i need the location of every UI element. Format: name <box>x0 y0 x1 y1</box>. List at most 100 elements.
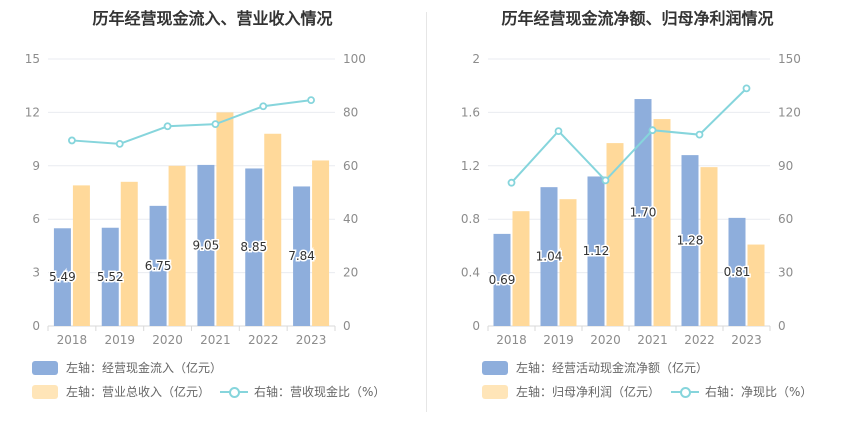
chart-plot: 0 3 6 9 12 15 0 20 40 60 80 100 2018 5.49 2019 5.52 2020… <box>25 52 366 347</box>
y-left-tick-label: 1.6 <box>461 105 480 119</box>
bar-series-2 <box>606 143 624 326</box>
bar-series-1 <box>197 164 215 326</box>
y-right-tick-label: 30 <box>778 266 793 280</box>
y-right-tick-label: 40 <box>343 212 358 226</box>
legend-line-icon <box>671 385 699 399</box>
bar-series-2 <box>264 133 282 326</box>
bar-series-1 <box>293 186 311 326</box>
data-label: 5.49 <box>49 270 76 284</box>
legend-swatch <box>32 360 58 375</box>
line-point <box>601 176 610 185</box>
y-left-tick-label: 9 <box>32 159 40 173</box>
bar-series-1 <box>149 205 167 326</box>
legend-swatch <box>482 360 508 375</box>
line-point <box>307 96 315 105</box>
x-tick-label: 2021 <box>200 333 231 347</box>
data-label: 1.12 <box>583 244 610 258</box>
line-point <box>211 120 220 129</box>
x-tick-label: 2018 <box>57 333 88 347</box>
bar-series-2 <box>512 211 530 326</box>
bar-series-1 <box>634 99 652 326</box>
bar-series-2 <box>653 119 671 326</box>
bar-series-1 <box>493 233 511 326</box>
chart-title: 历年经营现金流净额、归母净利润情况 <box>501 9 774 28</box>
legend-swatch <box>482 384 508 399</box>
y-left-tick-label: 2 <box>472 52 480 66</box>
line-point <box>68 136 76 145</box>
line-point <box>554 127 563 135</box>
legend-item[interactable]: 左轴：经营现金流入（亿元） <box>32 359 222 376</box>
line-point <box>163 122 172 131</box>
line-point <box>507 178 516 187</box>
panel-divider <box>426 12 427 412</box>
y-right-tick-label: 120 <box>778 105 801 119</box>
line-series <box>510 87 748 184</box>
legend-item[interactable]: 左轴：经营活动现金流净额（亿元） <box>482 359 708 376</box>
y-left-tick-label: 0 <box>472 319 480 333</box>
bar-series-2 <box>120 181 138 326</box>
data-label: 1.04 <box>536 250 563 264</box>
bar-series-2 <box>559 199 577 326</box>
legend-label: 右轴：营收现金比（%） <box>254 385 386 399</box>
x-tick-label: 2022 <box>684 333 715 347</box>
bar-series-2 <box>168 165 186 326</box>
bar-series-1 <box>728 217 746 326</box>
bar-series-2 <box>747 244 765 326</box>
bar-series-2 <box>700 167 718 326</box>
bar-series-1 <box>587 176 605 326</box>
x-tick-label: 2022 <box>248 333 279 347</box>
bar-series-2 <box>72 185 90 326</box>
x-tick-label: 2019 <box>543 333 574 347</box>
y-left-tick-label: 12 <box>25 105 40 119</box>
line-point <box>648 126 657 135</box>
y-right-tick-label: 90 <box>778 159 793 173</box>
bar-series-2 <box>312 160 330 326</box>
data-label: 5.52 <box>97 270 124 284</box>
legend-swatch <box>32 384 58 399</box>
x-tick-label: 2019 <box>104 333 135 347</box>
legend-item[interactable]: 右轴：营收现金比（%） <box>220 383 385 400</box>
bar-series-1 <box>101 227 119 326</box>
legend-label: 左轴：营业总收入（亿元） <box>66 385 211 399</box>
x-tick-label: 2023 <box>731 333 762 347</box>
bar-series-1 <box>540 187 558 326</box>
y-right-tick-label: 60 <box>343 159 358 173</box>
legend-item[interactable]: 左轴：营业总收入（亿元） <box>32 383 210 400</box>
line-series <box>71 99 312 145</box>
chart-panel-right: 历年经营现金流净额、归母净利润情况 0 0.4 0.8 1.2 1.6 2 0 30 60 90 1… <box>425 0 850 436</box>
bar-series-1 <box>681 155 699 326</box>
data-label: 1.70 <box>630 206 657 220</box>
y-right-tick-label: 20 <box>343 266 358 280</box>
y-left-tick-label: 6 <box>32 212 40 226</box>
chart-title: 历年经营现金流入、营业收入情况 <box>92 9 333 28</box>
data-label: 6.75 <box>145 259 172 273</box>
x-tick-label: 2020 <box>590 333 621 347</box>
data-label: 0.69 <box>489 273 516 287</box>
y-left-tick-label: 3 <box>32 266 40 280</box>
legend-label: 左轴：经营活动现金流净额（亿元） <box>516 361 709 375</box>
y-right-tick-label: 0 <box>343 319 351 333</box>
legend-item[interactable]: 左轴：归母净利润（亿元） <box>482 383 660 400</box>
x-tick-label: 2021 <box>637 333 668 347</box>
data-label: 9.05 <box>193 238 220 252</box>
line-point <box>695 130 704 139</box>
y-left-tick-label: 0.4 <box>461 266 480 280</box>
y-right-tick-label: 0 <box>778 319 786 333</box>
y-left-tick-label: 0.8 <box>461 212 480 226</box>
line-point <box>115 140 124 148</box>
data-label: 8.85 <box>240 240 267 254</box>
data-label: 7.84 <box>288 249 315 263</box>
y-left-tick-label: 0 <box>32 319 40 333</box>
chart-plot: 0 0.4 0.8 1.2 1.6 2 0 30 60 90 120 150 2018 0.69 2019 1… <box>461 52 801 347</box>
bar-series-1 <box>53 228 71 326</box>
legend-label: 右轴：净现比（%） <box>705 385 813 399</box>
legend-label: 左轴：归母净利润（亿元） <box>516 385 661 399</box>
legend-item[interactable]: 右轴：净现比（%） <box>671 383 812 400</box>
y-left-tick-label: 1.2 <box>461 159 480 173</box>
y-right-tick-label: 150 <box>778 52 801 66</box>
line-point <box>259 102 268 111</box>
y-right-tick-label: 100 <box>343 52 366 66</box>
bar-series-2 <box>216 112 234 327</box>
legend-label: 左轴：经营现金流入（亿元） <box>66 361 223 375</box>
line-point <box>742 84 751 93</box>
